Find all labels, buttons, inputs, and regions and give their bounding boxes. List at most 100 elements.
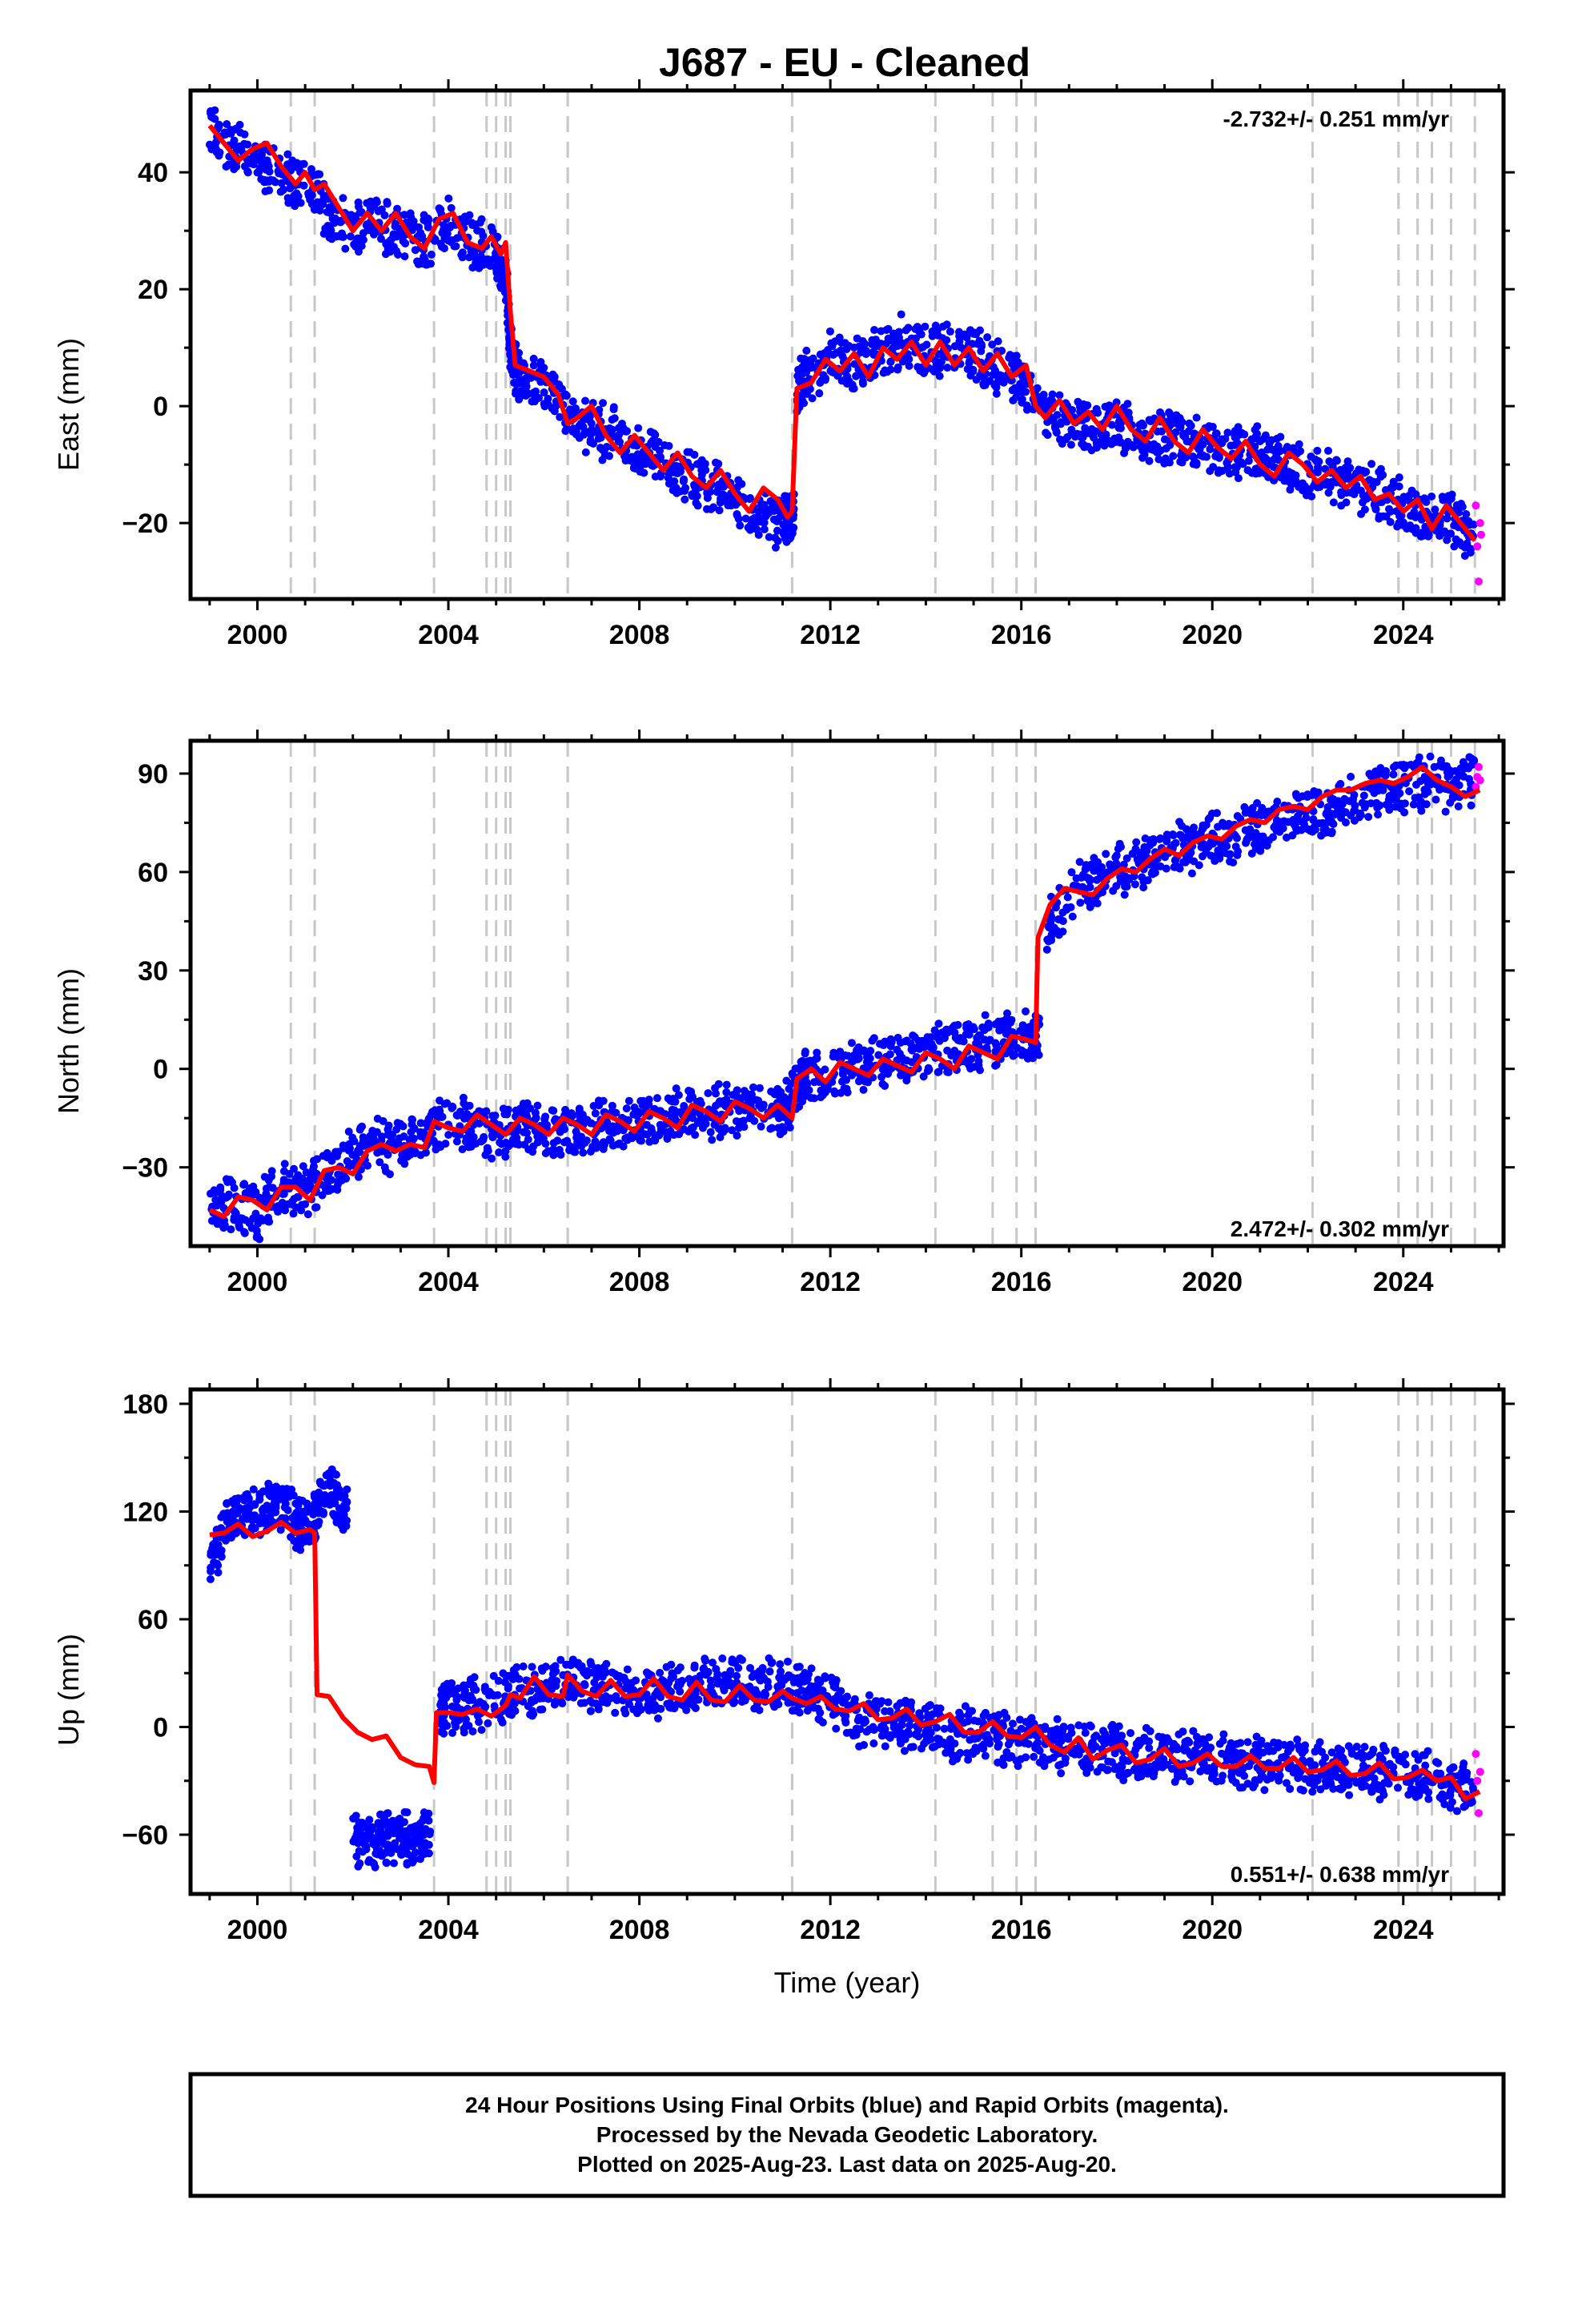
up-point [440,1682,449,1691]
up-point [411,1822,420,1831]
up-point [620,1674,628,1683]
north-point [975,1031,984,1039]
up-point [612,1696,621,1705]
up-point [580,1681,589,1690]
up-point [214,1561,223,1570]
east-point [815,389,824,398]
north-point [1018,1051,1026,1059]
east-point [870,326,879,335]
up-point [380,1832,389,1841]
north-point [236,1214,245,1223]
east-point [1332,456,1341,464]
east-point [1286,485,1295,494]
up-point [359,1834,368,1843]
north-ytick-label: 0 [153,1055,168,1085]
up-point [612,1672,621,1681]
east-point [470,250,479,259]
up-point [586,1658,595,1667]
up-point [364,1858,373,1867]
east-point [672,484,681,493]
north-point [1309,814,1318,823]
east-point [389,243,398,251]
north-point [914,1036,923,1045]
north-point [1459,758,1468,766]
north-point [1170,862,1179,871]
north-point [622,1104,631,1113]
north-point [1416,802,1425,811]
east-point [568,428,577,436]
north-point [722,1080,731,1089]
north-point [280,1160,289,1168]
north-point [463,1110,472,1119]
east-rapid-point-2 [1474,577,1483,586]
up-point [390,1859,399,1868]
east-point [277,179,286,187]
north-point [1233,834,1242,842]
north-point [1106,862,1114,870]
north-point [733,1131,741,1140]
up-point [656,1704,665,1713]
east-point [1169,452,1178,460]
north-point [902,1056,911,1065]
up-point [289,1491,298,1500]
up-point [601,1692,610,1701]
north-point [576,1109,584,1118]
up-point [511,1707,520,1715]
north-point [572,1128,580,1136]
north-point [704,1089,713,1098]
north-point [1395,789,1404,798]
up-point [311,1498,320,1507]
east-point [1259,434,1268,443]
north-point [437,1112,446,1121]
east-point [1382,513,1391,521]
east-point [307,165,315,174]
east-point [1165,458,1174,467]
east-point [1303,486,1312,495]
north-point [995,1026,1004,1035]
up-point [442,1693,451,1702]
north-point [855,1076,864,1085]
north-point [460,1099,468,1108]
east-point [1192,413,1201,422]
east-point [1342,498,1351,507]
north-point [1359,791,1368,800]
east-rapid-point-1 [1473,542,1482,551]
north-point [1214,822,1223,831]
up-point [706,1676,715,1685]
up-point [586,1707,595,1715]
north-point [1186,848,1195,857]
north-point [1068,912,1077,921]
east-point [1427,492,1436,501]
up-point [283,1506,292,1514]
east-point [1066,440,1075,449]
east-point [540,388,548,397]
north-point [399,1122,408,1131]
north-point [780,1092,789,1101]
north-point [1345,797,1354,806]
north-point [1327,827,1336,836]
east-model-path [207,123,1477,542]
north-point [652,1094,661,1103]
east-point [580,427,589,436]
east-point [1359,491,1367,500]
north-point [303,1179,312,1188]
east-point [821,374,829,383]
north-xtick-label: 2004 [418,1267,479,1297]
up-point [669,1672,677,1681]
north-point [668,1097,677,1106]
north-point [612,1108,620,1117]
north-point [1391,761,1400,770]
east-point [1447,494,1456,503]
east-point [1337,488,1346,497]
up-point [354,1862,363,1871]
north-point [1324,814,1333,823]
north-point [1250,830,1259,838]
east-point [1022,401,1031,410]
east-point [703,489,712,497]
north-point [843,1088,852,1097]
north-point [1256,846,1265,855]
east-point [990,381,999,390]
east-point [714,480,723,489]
north-point [339,1144,348,1152]
